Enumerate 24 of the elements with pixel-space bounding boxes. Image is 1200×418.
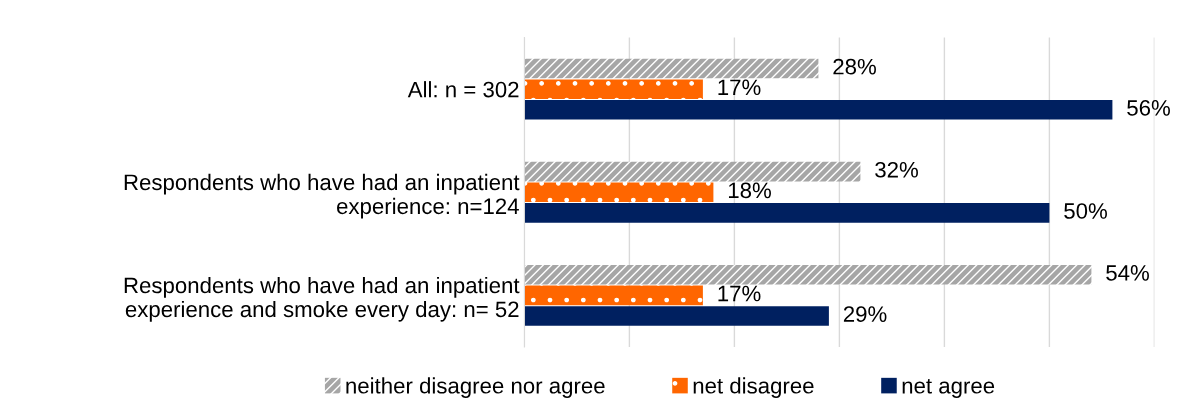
data-label: 18% — [728, 182, 771, 199]
legend-label: net agree — [902, 379, 995, 398]
bar — [524, 264, 1092, 285]
legend-label: net disagree — [693, 377, 814, 398]
data-label: 54% — [1106, 265, 1149, 281]
y-tick-label: Respondents who have had an inpatient experience and smoke every day: n= 52 — [124, 276, 520, 322]
data-label: 17% — [718, 79, 761, 96]
bar — [524, 79, 703, 99]
data-label: 56% — [1127, 100, 1170, 116]
data-label: 32% — [875, 161, 918, 178]
data-label: 28% — [833, 58, 876, 75]
bar — [524, 161, 861, 182]
bar — [524, 58, 819, 79]
bar — [524, 285, 703, 306]
bar — [524, 306, 829, 326]
y-tick-label: Respondents who have had an inpatient experience: n=124 — [124, 173, 520, 219]
bar — [524, 203, 1050, 223]
y-tick-label: All: n = 302 — [407, 81, 519, 98]
legend-label: neither disagree nor agree — [346, 377, 605, 398]
data-label: 29% — [843, 306, 887, 322]
bar — [524, 100, 1113, 120]
bar — [524, 182, 714, 203]
data-label: 17% — [718, 285, 761, 302]
data-label: 50% — [1064, 203, 1107, 219]
